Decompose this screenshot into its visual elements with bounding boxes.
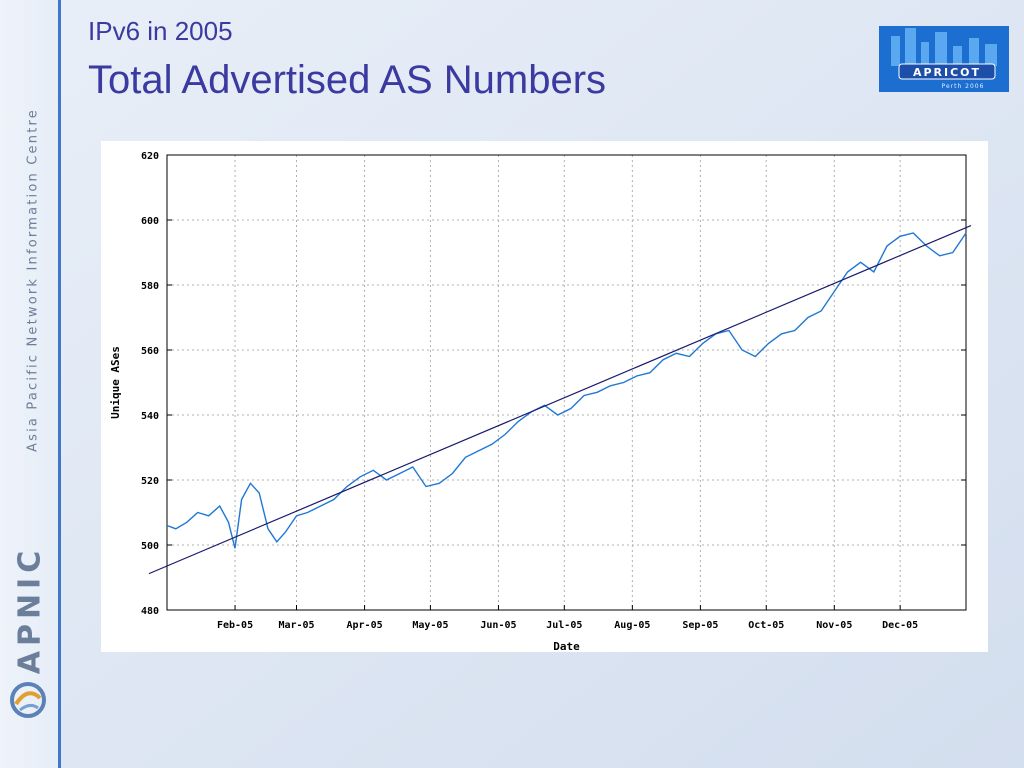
y-tick-label: 540 xyxy=(141,411,159,422)
x-tick-label: Aug-05 xyxy=(614,620,650,631)
x-tick-label: Oct-05 xyxy=(748,620,784,631)
apricot-logo: APRICOT Perth 2006 xyxy=(879,26,1009,92)
line-chart: 480 500 520 540 560 580 600 620 Feb-05 Mar-05 Apr… xyxy=(109,151,972,652)
y-tick-label: 500 xyxy=(141,541,159,552)
y-tick-label: 520 xyxy=(141,476,159,487)
chart-panel: 480 500 520 540 560 580 600 620 Feb-05 Mar-05 Apr… xyxy=(101,141,988,652)
apnic-wordmark: APNIC xyxy=(12,545,48,675)
x-tick-label: Mar-05 xyxy=(278,620,314,631)
apricot-caption: Perth 2006 xyxy=(942,83,985,90)
sidebar-divider xyxy=(58,0,61,768)
plot-frame xyxy=(166,154,967,611)
x-tick-label: Dec-05 xyxy=(882,620,918,631)
x-tick-label: Jul-05 xyxy=(546,620,582,631)
y-tick-label: 620 xyxy=(141,151,159,162)
x-tick-label: Nov-05 xyxy=(816,620,852,631)
slide-subtitle: IPv6 in 2005 xyxy=(88,16,233,46)
y-ticks: 480 500 520 540 560 580 600 620 xyxy=(141,151,966,617)
apnic-swirl-icon xyxy=(10,682,46,718)
x-ticks: Feb-05 Mar-05 Apr-05 May-05 Jun-05 Jul-05 Aug-… xyxy=(217,605,918,631)
org-name-label: Asia Pacific Network Information Centre xyxy=(25,108,41,452)
x-tick-label: Sep-05 xyxy=(682,620,718,631)
x-axis-label: Date xyxy=(553,640,580,652)
series-line-unique-ases xyxy=(166,232,967,549)
x-tick-label: Feb-05 xyxy=(217,620,253,631)
sidebar: Asia Pacific Network Information Centre … xyxy=(0,0,60,768)
x-tick-label: Apr-05 xyxy=(346,620,382,631)
x-tick-label: Jun-05 xyxy=(480,620,516,631)
apricot-name: APRICOT xyxy=(913,66,981,79)
y-tick-label: 600 xyxy=(141,216,159,227)
grid-lines xyxy=(167,155,966,610)
y-axis-label: Unique ASes xyxy=(109,346,122,419)
y-tick-label: 560 xyxy=(141,346,159,357)
x-tick-label: May-05 xyxy=(412,620,448,631)
trend-line xyxy=(148,224,972,575)
y-tick-label: 480 xyxy=(141,606,159,617)
slide-title: Total Advertised AS Numbers xyxy=(88,58,607,102)
y-tick-label: 580 xyxy=(141,281,159,292)
